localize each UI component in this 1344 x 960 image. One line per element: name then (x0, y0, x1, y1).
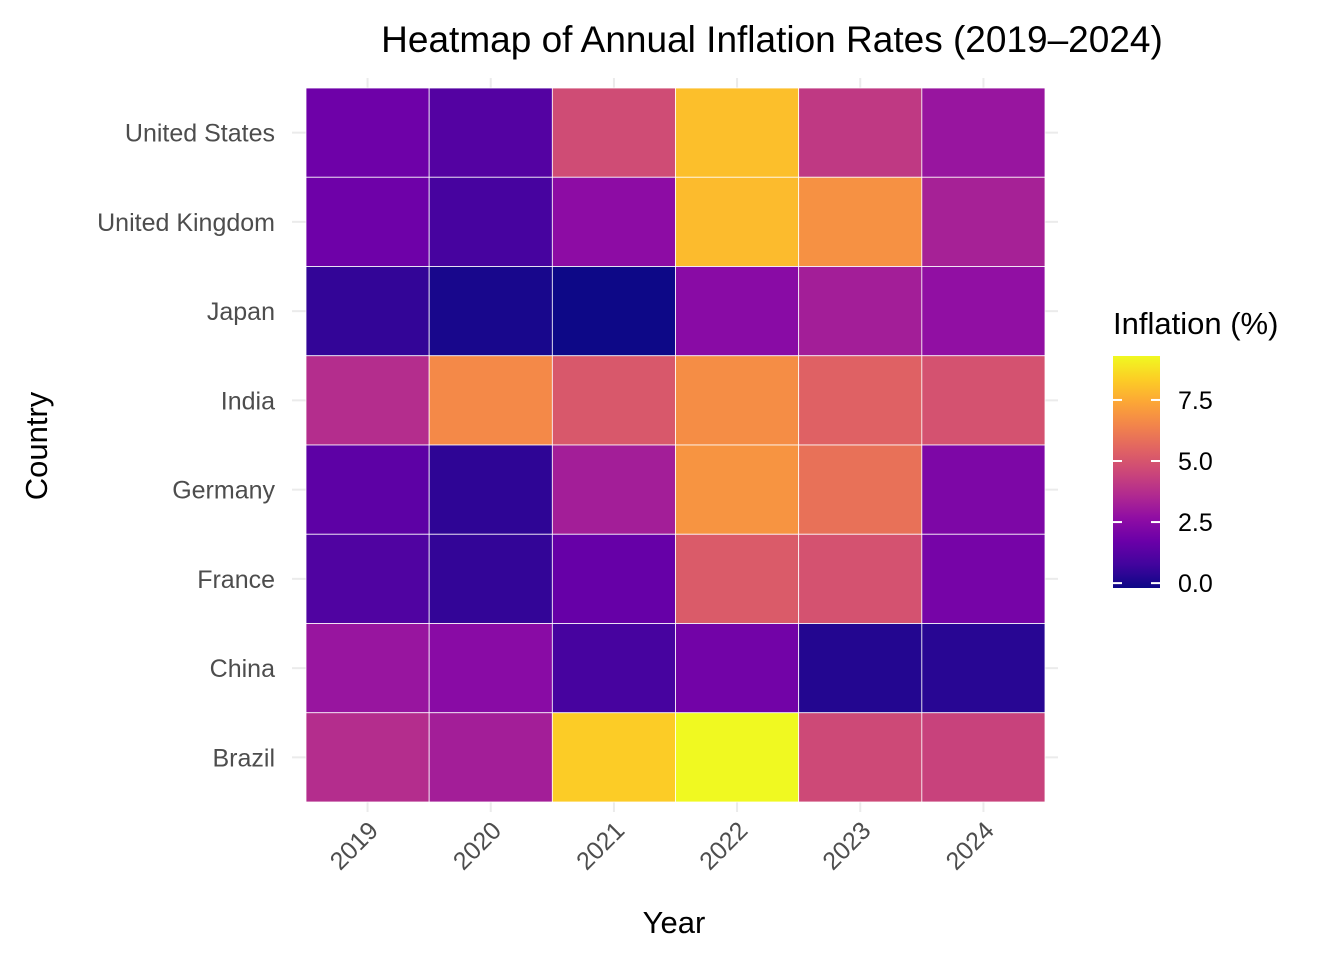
heatmap-cell (798, 266, 923, 357)
heatmap-cell (798, 176, 923, 267)
heatmap-cell (921, 623, 1046, 714)
legend-title: Inflation (%) (1113, 306, 1278, 341)
x-tick-label: 2023 (817, 816, 876, 875)
heatmap-cell (921, 444, 1046, 535)
heatmap-cell (305, 176, 430, 267)
heatmap-cell (675, 533, 800, 624)
heatmap-cell (305, 533, 430, 624)
heatmap-cell (798, 712, 923, 803)
heatmap-cell (428, 355, 553, 446)
y-tick-label: Japan (207, 298, 275, 326)
x-tick-label: 2021 (571, 816, 630, 875)
heatmap-cell (675, 355, 800, 446)
heatmap-cell (921, 712, 1046, 803)
y-tick-label: United Kingdom (97, 209, 275, 237)
heatmap-cell (675, 712, 800, 803)
x-tick-label: 2019 (325, 816, 384, 875)
heatmap-cell (675, 176, 800, 267)
y-tick-label: China (210, 655, 275, 683)
color-legend: Inflation (%) 0.0 2.5 5.0 7.5 (1113, 306, 1278, 598)
heatmap-cell (675, 87, 800, 178)
heatmap-cell (428, 87, 553, 178)
x-axis-tick-labels: 2019 2020 2021 2022 2023 2024 (325, 816, 1000, 875)
heatmap-cell (428, 266, 553, 357)
y-tick-label: India (221, 387, 275, 415)
heatmap-cell (305, 266, 430, 357)
heatmap-cell (798, 87, 923, 178)
heatmap-cell (305, 623, 430, 714)
heatmap-cell (921, 87, 1046, 178)
heatmap-cell (798, 355, 923, 446)
heatmap-cell (428, 533, 553, 624)
heatmap-cell (551, 533, 676, 624)
y-axis-title: Country (19, 391, 54, 500)
legend-color-bar (1113, 356, 1160, 588)
heatmap-cell (428, 623, 553, 714)
heatmap-cell (305, 87, 430, 178)
heatmap-cell (921, 355, 1046, 446)
heatmap-cell (551, 266, 676, 357)
heatmap-cell (798, 623, 923, 714)
legend-ticks: 0.0 2.5 5.0 7.5 (1113, 387, 1213, 598)
y-tick-label: Brazil (212, 744, 275, 772)
x-tick-label: 2024 (941, 816, 1000, 875)
heatmap-cell (305, 355, 430, 446)
y-tick-label: France (197, 566, 275, 594)
heatmap-cell (921, 266, 1046, 357)
heatmap-cell (551, 444, 676, 535)
heatmap-cell (921, 533, 1046, 624)
heatmap-cell (428, 176, 553, 267)
heatmap-cell (921, 176, 1046, 267)
heatmap-cell (551, 355, 676, 446)
heatmap-cell (305, 444, 430, 535)
heatmap-cell (798, 533, 923, 624)
heatmap-cell (798, 444, 923, 535)
heatmap-cell (551, 176, 676, 267)
heatmap-cell (675, 266, 800, 357)
heatmap-cell (305, 712, 430, 803)
heatmap-cell (551, 87, 676, 178)
legend-tick-label: 7.5 (1178, 387, 1213, 415)
y-tick-label: Germany (172, 477, 275, 505)
y-axis-tick-labels: United States United Kingdom Japan India Ger… (97, 120, 275, 773)
legend-tick-label: 5.0 (1178, 448, 1213, 476)
y-tick-label: United States (125, 120, 275, 148)
heatmap-cell (551, 712, 676, 803)
legend-tick-label: 0.0 (1178, 570, 1213, 598)
x-tick-label: 2020 (448, 816, 507, 875)
heatmap-cell (675, 623, 800, 714)
heatmap-cell (551, 623, 676, 714)
heatmap-cells (305, 87, 1046, 803)
legend-tick-label: 2.5 (1178, 509, 1213, 537)
chart-title: Heatmap of Annual Inflation Rates (2019–… (381, 19, 1163, 60)
x-tick-label: 2022 (694, 816, 753, 875)
x-axis-title: Year (643, 905, 706, 940)
heatmap-cell (675, 444, 800, 535)
heatmap-cell (428, 444, 553, 535)
heatmap-cell (428, 712, 553, 803)
